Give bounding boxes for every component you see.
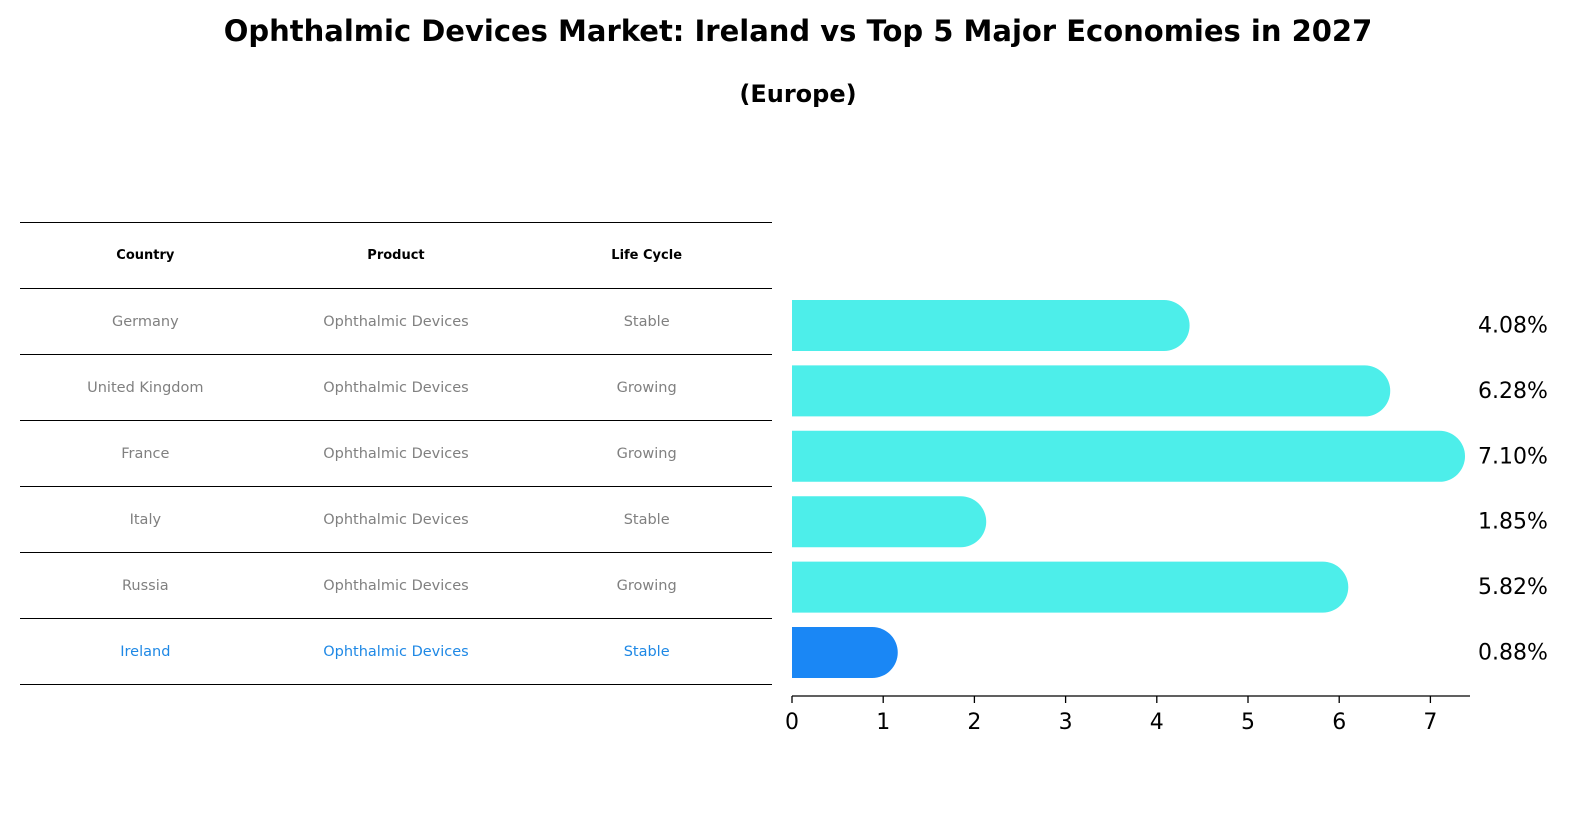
x-tick-label: 5 <box>1241 710 1255 735</box>
cell-life-cycle: Growing <box>521 354 772 421</box>
cell-life-cycle: Growing <box>521 552 772 619</box>
table-row: Germany Ophthalmic Devices Stable <box>20 288 772 355</box>
value-label: 6.28% <box>1478 379 1548 404</box>
bar-italy <box>792 496 987 548</box>
bar-ireland <box>792 627 898 678</box>
cell-product: Ophthalmic Devices <box>270 618 522 685</box>
header-product: Product <box>270 222 522 289</box>
x-tick-label: 6 <box>1332 710 1346 735</box>
cell-life-cycle: Stable <box>521 618 772 685</box>
value-label: 4.08% <box>1478 314 1548 339</box>
country-table: Country Product Life Cycle Germany Ophth… <box>20 222 772 685</box>
table-row: France Ophthalmic Devices Growing <box>20 420 772 487</box>
cell-product: Ophthalmic Devices <box>270 354 522 421</box>
x-tick-label: 3 <box>1059 710 1073 735</box>
header-country: Country <box>20 222 271 289</box>
x-tick-label: 2 <box>967 710 981 735</box>
cell-country: Germany <box>20 288 271 355</box>
cell-life-cycle: Stable <box>521 288 772 355</box>
cell-life-cycle: Stable <box>521 486 772 553</box>
cell-country: Russia <box>20 552 271 619</box>
bar-germany <box>792 300 1190 351</box>
value-label: 5.82% <box>1478 575 1548 600</box>
table-row: Russia Ophthalmic Devices Growing <box>20 552 772 619</box>
bar-france <box>792 430 1466 482</box>
cell-country: Italy <box>20 486 271 553</box>
bar-russia <box>792 561 1349 613</box>
header-life-cycle: Life Cycle <box>521 222 772 289</box>
x-tick-label: 1 <box>876 710 890 735</box>
table-header-row: Country Product Life Cycle <box>20 222 772 289</box>
table-row: United Kingdom Ophthalmic Devices Growin… <box>20 354 772 421</box>
value-label: 0.88% <box>1478 641 1548 666</box>
cell-country: Ireland <box>20 618 271 685</box>
cell-product: Ophthalmic Devices <box>270 486 522 553</box>
chart-subtitle: (Europe) <box>739 80 857 108</box>
chart-title: Ophthalmic Devices Market: Ireland vs To… <box>223 14 1373 48</box>
cell-country: United Kingdom <box>20 354 271 421</box>
cell-product: Ophthalmic Devices <box>270 288 522 355</box>
x-tick-label: 4 <box>1150 710 1164 735</box>
table-row: Italy Ophthalmic Devices Stable <box>20 486 772 553</box>
value-label: 1.85% <box>1478 510 1548 535</box>
x-tick-label: 7 <box>1423 710 1437 735</box>
bar-united-kingdom <box>792 365 1391 417</box>
table-row-highlight: Ireland Ophthalmic Devices Stable <box>20 618 772 685</box>
cell-country: France <box>20 420 271 487</box>
value-label: 7.10% <box>1478 444 1548 469</box>
cell-product: Ophthalmic Devices <box>270 420 522 487</box>
x-tick-label: 0 <box>785 710 799 735</box>
cell-product: Ophthalmic Devices <box>270 552 522 619</box>
cell-life-cycle: Growing <box>521 420 772 487</box>
